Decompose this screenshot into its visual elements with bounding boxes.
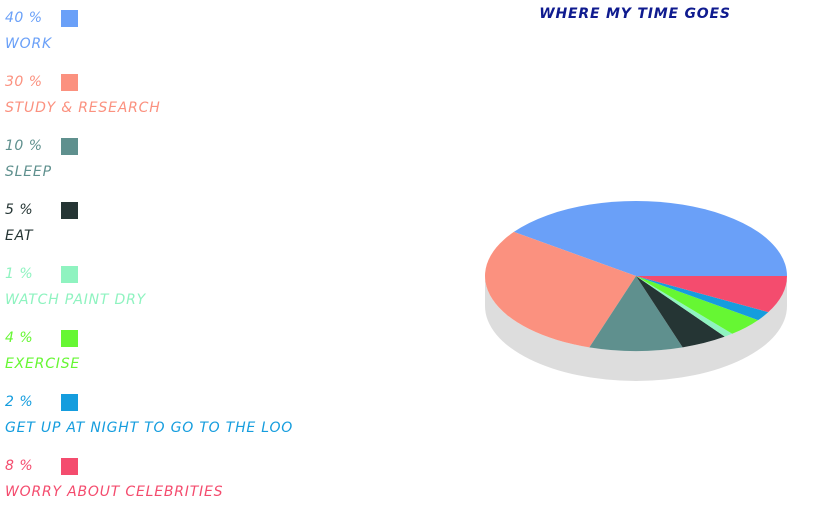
pie-slice (485, 231, 636, 348)
legend-item: 5 % EAT (0, 192, 420, 248)
legend-value: 4 % (5, 330, 34, 346)
pie-slice (513, 201, 787, 276)
legend-swatch (61, 458, 78, 475)
legend-value: 8 % (5, 458, 34, 474)
legend-label: GET UP AT NIGHT TO GO TO THE LOO (5, 420, 294, 436)
legend-label: STUDY & RESEARCH (5, 100, 161, 116)
legend-label: WORK (5, 36, 52, 52)
legend-swatch (61, 138, 78, 155)
legend-swatch (61, 330, 78, 347)
legend-value: 40 % (5, 10, 43, 26)
pie-slice (636, 276, 787, 313)
legend-value: 2 % (5, 394, 34, 410)
pie-slice (636, 276, 759, 334)
legend-item: 4 % EXERCISE (0, 320, 420, 376)
legend-swatch (61, 202, 78, 219)
legend-value: 1 % (5, 266, 34, 282)
pie-slice (636, 276, 769, 321)
legend-item: 1 % WATCH PAINT DRY (0, 256, 420, 312)
chart-title: WHERE MY TIME GOES (539, 6, 731, 22)
legend-item: 2 % GET UP AT NIGHT TO GO TO THE LOO (0, 384, 420, 440)
pie-slice (589, 276, 683, 352)
legend-label: EAT (5, 228, 34, 244)
pie-slice (636, 276, 733, 337)
legend-item: 8 % WORRY ABOUT CELEBRITIES (0, 448, 420, 504)
legend-label: SLEEP (5, 164, 52, 180)
legend-swatch (61, 74, 78, 91)
legend-label: EXERCISE (5, 356, 81, 372)
legend-item: 30 % STUDY & RESEARCH (0, 64, 420, 120)
legend-value: 30 % (5, 74, 43, 90)
pie-slice (636, 276, 725, 348)
legend-value: 5 % (5, 202, 34, 218)
legend-label: WORRY ABOUT CELEBRITIES (5, 484, 224, 500)
legend-item: 10 % SLEEP (0, 128, 420, 184)
legend-swatch (61, 10, 78, 27)
legend-swatch (61, 394, 78, 411)
legend-swatch (61, 266, 78, 283)
legend-value: 10 % (5, 138, 43, 154)
legend-label: WATCH PAINT DRY (5, 292, 146, 308)
pie-side (485, 276, 787, 381)
legend-item: 40 % WORK (0, 0, 420, 56)
